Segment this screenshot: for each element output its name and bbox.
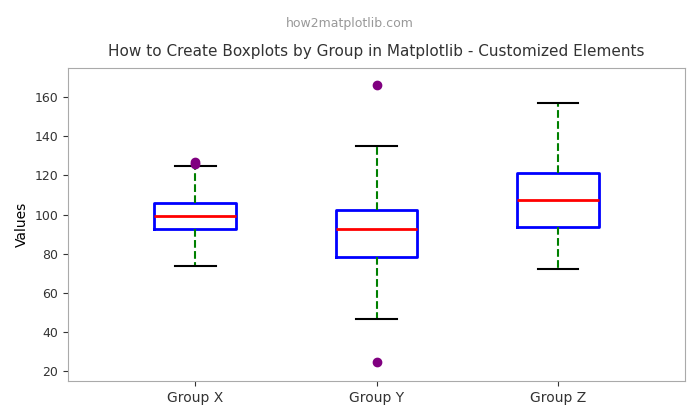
Y-axis label: Values: Values: [15, 202, 29, 247]
Text: how2matplotlib.com: how2matplotlib.com: [286, 17, 414, 30]
Title: How to Create Boxplots by Group in Matplotlib - Customized Elements: How to Create Boxplots by Group in Matpl…: [108, 45, 645, 59]
